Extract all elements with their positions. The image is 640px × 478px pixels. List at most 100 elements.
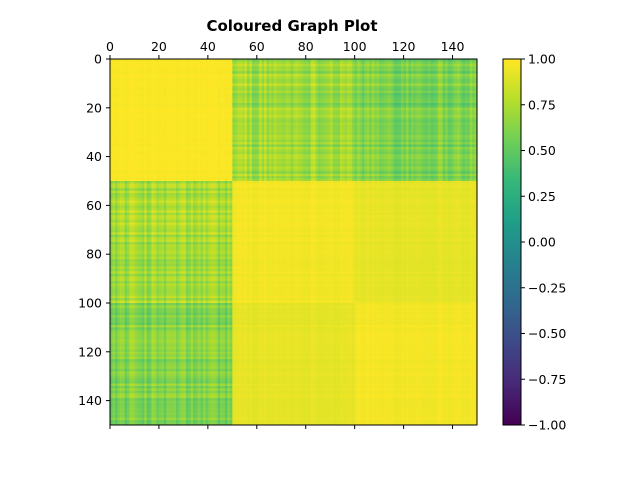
heatmap-cell: [141, 105, 145, 109]
heatmap-cell: [332, 85, 336, 89]
heatmap-cell: [286, 127, 289, 131]
heatmap-cell: [339, 73, 343, 77]
heatmap-cell: [332, 100, 336, 104]
heatmap-cell: [112, 134, 116, 138]
heatmap-cell: [244, 83, 248, 87]
heatmap-cell: [288, 120, 292, 123]
heatmap-cell: [469, 61, 473, 65]
heatmap-cell: [398, 100, 402, 104]
heatmap-cell: [190, 107, 194, 111]
heatmap-cell: [454, 95, 458, 99]
heatmap-cell: [454, 117, 458, 121]
heatmap-cell: [256, 73, 260, 77]
heatmap-cell: [139, 76, 143, 79]
heatmap-cell: [332, 122, 336, 126]
heatmap-cell: [464, 100, 468, 104]
heatmap-cell: [472, 61, 475, 65]
heatmap-cell: [190, 59, 194, 62]
heatmap-cell: [141, 100, 145, 104]
heatmap-cell: [457, 132, 461, 135]
heatmap-cell: [278, 66, 282, 70]
heatmap-cell: [266, 112, 270, 116]
heatmap-cell: [376, 134, 380, 138]
heatmap-cell: [249, 68, 253, 72]
heatmap-cell: [376, 124, 380, 128]
heatmap-cell: [271, 134, 275, 138]
heatmap-cell: [396, 117, 400, 121]
heatmap-cell: [149, 98, 152, 101]
heatmap-cell: [249, 100, 253, 104]
heatmap-cell: [190, 98, 194, 101]
heatmap-cell: [273, 137, 277, 140]
heatmap-cell: [205, 117, 209, 121]
heatmap-cell: [234, 127, 238, 131]
heatmap-cell: [403, 134, 407, 138]
heatmap-cell: [112, 129, 116, 133]
heatmap-cell: [136, 63, 140, 67]
heatmap-cell: [202, 76, 206, 79]
heatmap-cell: [222, 102, 226, 106]
heatmap-cell: [195, 68, 199, 72]
heatmap-cell: [286, 90, 289, 94]
heatmap-cell: [185, 129, 189, 133]
heatmap-cell: [364, 71, 368, 74]
heatmap-cell: [410, 93, 414, 96]
heatmap-cell: [386, 80, 390, 84]
heatmap-cell: [437, 110, 441, 114]
heatmap-cell: [442, 71, 446, 74]
heatmap-cell: [119, 120, 123, 123]
heatmap-cell: [176, 124, 179, 128]
heatmap-cell: [119, 107, 123, 111]
heatmap-cell: [242, 127, 245, 131]
heatmap-cell: [178, 95, 182, 99]
heatmap-cell: [293, 59, 297, 62]
heatmap-cell: [269, 112, 272, 116]
heatmap-cell: [339, 59, 343, 62]
heatmap-cell: [462, 134, 466, 138]
heatmap-cell: [146, 115, 150, 118]
heatmap-cell: [298, 88, 302, 92]
heatmap-cell: [281, 71, 285, 74]
heatmap-cell: [222, 137, 226, 140]
heatmap-cell: [413, 83, 417, 87]
heatmap-cell: [442, 59, 446, 62]
heatmap-cell: [467, 127, 471, 131]
heatmap-cell: [195, 134, 199, 138]
heatmap-cell: [401, 112, 404, 116]
heatmap-cell: [379, 83, 382, 87]
heatmap-cell: [327, 68, 331, 72]
heatmap-cell: [452, 71, 456, 74]
heatmap-cell: [283, 124, 287, 128]
heatmap-cell: [457, 122, 461, 126]
heatmap-cell: [158, 124, 162, 128]
heatmap-cell: [281, 124, 285, 128]
heatmap-cell: [264, 110, 267, 114]
heatmap-cell: [469, 112, 473, 116]
heatmap-cell: [459, 83, 463, 87]
heatmap-cell: [234, 66, 238, 70]
heatmap-cell: [459, 120, 463, 123]
heatmap-cell: [127, 102, 130, 106]
heatmap-cell: [462, 90, 466, 94]
heatmap-cell: [335, 120, 338, 123]
heatmap-cell: [254, 129, 258, 133]
heatmap-cell: [141, 129, 145, 133]
heatmap-cell: [256, 120, 260, 123]
heatmap-cell: [344, 63, 348, 67]
heatmap-cell: [234, 83, 238, 87]
heatmap-cell: [472, 95, 475, 99]
heatmap-cell: [217, 83, 221, 87]
heatmap-cell: [437, 93, 441, 96]
heatmap-cell: [384, 137, 387, 140]
heatmap-cell: [352, 124, 356, 128]
heatmap-cell: [156, 93, 160, 96]
heatmap-cell: [401, 98, 404, 101]
heatmap-cell: [452, 85, 456, 89]
heatmap-cell: [347, 98, 351, 101]
heatmap-cell: [388, 132, 392, 135]
heatmap-cell: [469, 134, 473, 138]
heatmap-cell: [178, 100, 182, 104]
heatmap-cell: [168, 105, 172, 109]
heatmap-cell: [445, 124, 448, 128]
heatmap-cell: [445, 127, 448, 131]
